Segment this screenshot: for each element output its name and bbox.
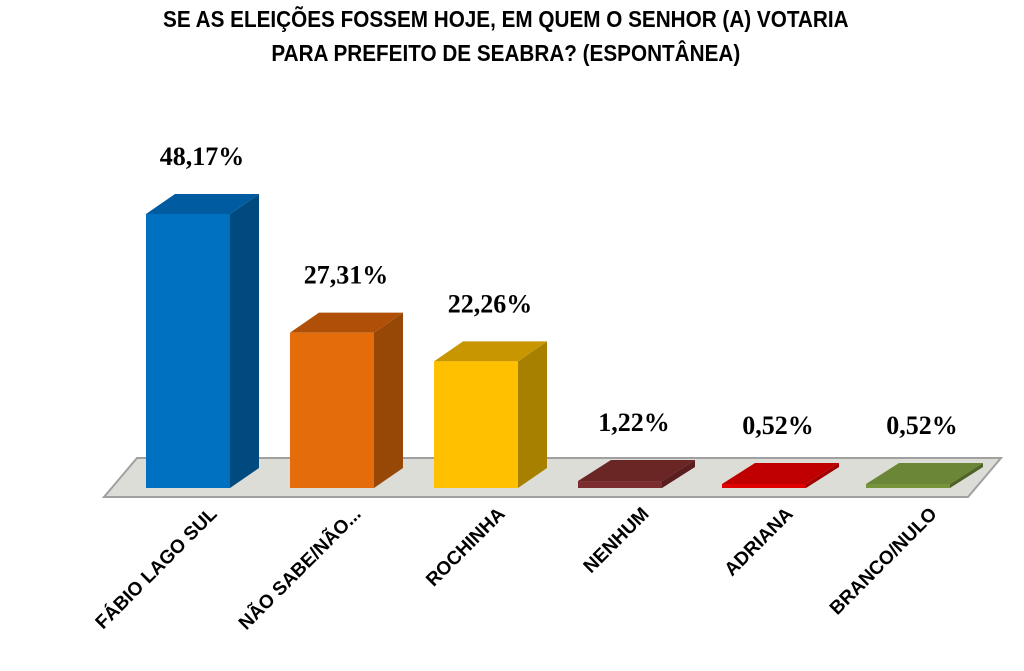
data-label: 27,31%: [304, 261, 389, 290]
bar: [578, 481, 662, 488]
bar-side: [662, 460, 695, 488]
bar-side: [230, 194, 259, 488]
bar-side: [374, 312, 403, 488]
bar: [434, 361, 518, 488]
data-label: 48,17%: [160, 142, 245, 171]
bar-side: [950, 463, 983, 488]
data-label: 0,52%: [742, 411, 814, 440]
bar-side: [806, 463, 839, 488]
x-tick-label: NENHUM: [580, 504, 654, 578]
bar: [866, 484, 950, 488]
x-tick-label: FÁBIO LAGO SUL: [91, 503, 222, 634]
bar-top: [290, 312, 403, 333]
bar-top: [146, 194, 259, 214]
bar: [290, 332, 374, 488]
chart-title-line-1: SE AS ELEIÇÕES FOSSEM HOJE, EM QUEM O SE…: [163, 6, 849, 32]
chart-title-line-2: PARA PREFEITO DE SEABRA? (ESPONTÂNEA): [271, 40, 741, 66]
x-tick-label: NÃO SABE/NÃO...: [234, 503, 365, 634]
data-label: 1,22%: [598, 408, 670, 437]
bar: [722, 484, 806, 488]
bar-top: [578, 460, 695, 482]
data-label: 22,26%: [448, 289, 533, 318]
x-tick-label: ADRIANA: [721, 503, 798, 580]
bar-side: [518, 341, 547, 488]
bar-top: [722, 463, 839, 484]
bar: [146, 214, 230, 488]
data-label: 0,52%: [886, 411, 958, 440]
x-tick-label: ROCHINHA: [422, 503, 509, 590]
chart-title: SE AS ELEIÇÕES FOSSEM HOJE, EM QUEM O SE…: [0, 2, 1012, 70]
bar-top: [866, 463, 983, 484]
bar-top: [434, 341, 547, 362]
x-tick-label: BRANCO/NULO: [826, 504, 942, 620]
